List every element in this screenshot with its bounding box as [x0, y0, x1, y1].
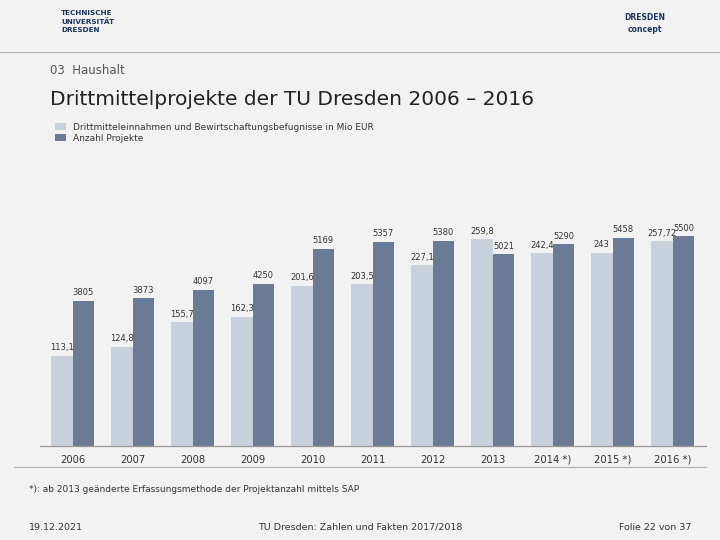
- Bar: [132, 298, 154, 446]
- Text: 5290: 5290: [553, 232, 574, 241]
- Text: TU Dresden: Zahlen und Fakten 2017/2018: TU Dresden: Zahlen und Fakten 2017/2018: [258, 523, 462, 532]
- Bar: [51, 356, 73, 446]
- Bar: [471, 239, 492, 446]
- Text: 162,3: 162,3: [230, 305, 253, 313]
- Text: 5380: 5380: [433, 228, 454, 237]
- Bar: [672, 236, 694, 446]
- Text: 203,5: 203,5: [350, 272, 374, 281]
- Text: Folie 22 von 37: Folie 22 von 37: [618, 523, 691, 532]
- Text: 5169: 5169: [312, 237, 334, 245]
- Text: 4097: 4097: [193, 277, 214, 286]
- Text: 243: 243: [594, 240, 610, 249]
- Bar: [312, 249, 334, 446]
- Text: 5021: 5021: [493, 242, 514, 251]
- Text: 3873: 3873: [132, 286, 154, 295]
- Legend: Drittmitteleinnahmen und Bewirtschaftungsbefugnisse in Mio EUR, Anzahl Projekte: Drittmitteleinnahmen und Bewirtschaftung…: [55, 123, 374, 143]
- Text: 3805: 3805: [73, 288, 94, 297]
- Text: 5500: 5500: [673, 224, 694, 233]
- Text: 5458: 5458: [613, 225, 634, 234]
- Bar: [433, 241, 454, 446]
- Bar: [253, 284, 274, 446]
- Bar: [411, 266, 433, 446]
- Text: 5357: 5357: [373, 229, 394, 238]
- Text: 113,1: 113,1: [50, 343, 73, 352]
- Bar: [73, 301, 94, 446]
- Text: 124,8: 124,8: [110, 334, 134, 343]
- Bar: [171, 322, 192, 446]
- Text: TECHNISCHE
UNIVERSITÄT
DRESDEN: TECHNISCHE UNIVERSITÄT DRESDEN: [61, 10, 114, 32]
- Bar: [351, 284, 373, 446]
- Text: 03  Haushalt: 03 Haushalt: [50, 64, 125, 77]
- Text: Drittmittelprojekte der TU Dresden 2006 – 2016: Drittmittelprojekte der TU Dresden 2006 …: [50, 90, 534, 109]
- Text: 259,8: 259,8: [470, 227, 494, 236]
- Text: DRESDEN
concept: DRESDEN concept: [624, 14, 665, 34]
- Bar: [531, 253, 552, 446]
- Text: 227,1: 227,1: [410, 253, 433, 262]
- Bar: [651, 241, 672, 446]
- Text: 4250: 4250: [253, 271, 274, 280]
- Text: 242,4: 242,4: [530, 241, 554, 250]
- Bar: [192, 289, 214, 445]
- Text: 155,7: 155,7: [170, 309, 194, 319]
- Bar: [492, 254, 514, 446]
- Text: 257,72: 257,72: [647, 228, 676, 238]
- Bar: [372, 241, 394, 446]
- Bar: [591, 253, 613, 446]
- Bar: [552, 244, 574, 446]
- Text: 19.12.2021: 19.12.2021: [29, 523, 83, 532]
- Text: 201,6: 201,6: [290, 273, 314, 282]
- Bar: [231, 317, 253, 445]
- Bar: [291, 286, 312, 446]
- Bar: [613, 238, 634, 446]
- Text: *): ab 2013 geänderte Erfassungsmethode der Projektanzahl mittels SAP: *): ab 2013 geänderte Erfassungsmethode …: [29, 485, 359, 494]
- Bar: [111, 347, 132, 446]
